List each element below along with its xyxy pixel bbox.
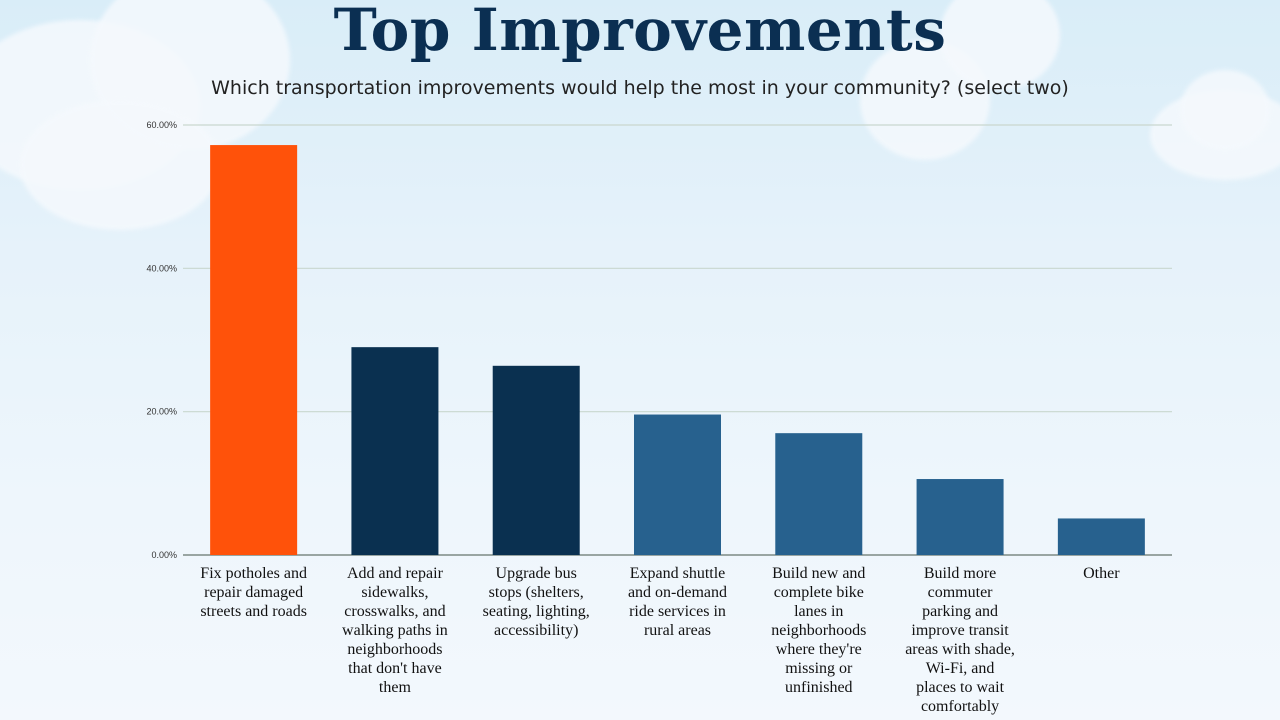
bar <box>492 365 580 555</box>
x-tick-label: Build new and complete bike lanes in neighb… <box>754 564 884 697</box>
x-tick-label-line: and on-demand <box>627 584 728 601</box>
x-tick-label-line: Add and repair <box>346 565 443 582</box>
x-tick-label-line: missing or <box>785 660 853 677</box>
y-tick-label: 20.00% <box>146 407 177 417</box>
x-tick-label: Expand shuttle and on-demand ride services… <box>613 564 743 640</box>
x-tick-label-line: neighborhoods <box>347 641 443 658</box>
x-tick-label: Build more commuter parking and improve tra… <box>895 564 1025 716</box>
x-tick-label: Add and repair sidewalks, crosswalks, and w… <box>330 564 460 697</box>
bar <box>1057 518 1145 555</box>
y-tick-label: 0.00% <box>151 550 177 560</box>
x-tick-label-line: ride services in <box>629 603 726 620</box>
bar <box>351 347 439 555</box>
x-tick-label-line: Expand shuttle <box>629 565 726 582</box>
x-tick-label-line: them <box>378 679 411 696</box>
x-tick-label-line: Other <box>1083 565 1120 582</box>
x-tick-label-line: accessibility) <box>493 622 579 639</box>
bar <box>916 479 1004 555</box>
x-tick-label-line: areas with shade, <box>905 641 1015 658</box>
bar <box>775 433 863 555</box>
x-tick-label-line: Upgrade bus <box>495 565 577 582</box>
x-tick-label-line: that don't have <box>348 660 442 677</box>
x-tick-label-line: neighborhoods <box>771 622 867 639</box>
x-tick-label-line: sidewalks, <box>361 584 429 601</box>
x-tick-label: Upgrade bus stops (shelters, seating, ligh… <box>471 564 601 640</box>
x-tick-label-line: comfortably <box>920 698 1000 715</box>
chart-subtitle: Which transportation improvements would … <box>211 77 1069 99</box>
cloud-decoration <box>1180 70 1270 150</box>
x-tick-label-line: streets and roads <box>200 603 307 620</box>
x-tick-label-line: Fix potholes and <box>200 565 307 582</box>
x-tick-label-line: repair damaged <box>204 584 304 601</box>
x-tick-label-line: improve transit <box>911 622 1009 639</box>
x-tick-label-line: seating, lighting, <box>482 603 590 620</box>
y-tick-label: 40.00% <box>146 263 177 273</box>
x-tick-label-line: commuter <box>927 584 993 601</box>
y-tick-label: 60.00% <box>146 120 177 130</box>
x-tick-label-line: Wi-Fi, and <box>925 660 995 677</box>
chart-title: Top Improvements <box>333 0 947 64</box>
cloud-decoration <box>940 0 1060 90</box>
x-tick-label-line: walking paths in <box>342 622 448 639</box>
x-tick-label-line: where they're <box>775 641 862 658</box>
x-tick-label-line: Build more <box>923 565 997 582</box>
x-tick-label-line: stops (shelters, <box>488 584 584 601</box>
x-tick-label-line: lanes in <box>794 603 844 620</box>
bar <box>634 414 721 555</box>
cloud-decoration <box>20 100 220 230</box>
x-tick-label-line: parking and <box>922 603 999 620</box>
x-tick-label-line: crosswalks, and <box>344 603 446 620</box>
x-tick-label-line: places to wait <box>916 679 1005 696</box>
x-tick-label-line: rural areas <box>643 622 712 639</box>
x-tick-label-line: Build new and <box>772 565 866 582</box>
bar <box>210 145 298 556</box>
x-tick-label-line: unfinished <box>785 679 853 696</box>
x-tick-label: Other <box>1036 564 1166 583</box>
x-tick-label: Fix potholes and repair damaged streets an… <box>189 564 319 621</box>
x-tick-label-line: complete bike <box>773 584 864 601</box>
